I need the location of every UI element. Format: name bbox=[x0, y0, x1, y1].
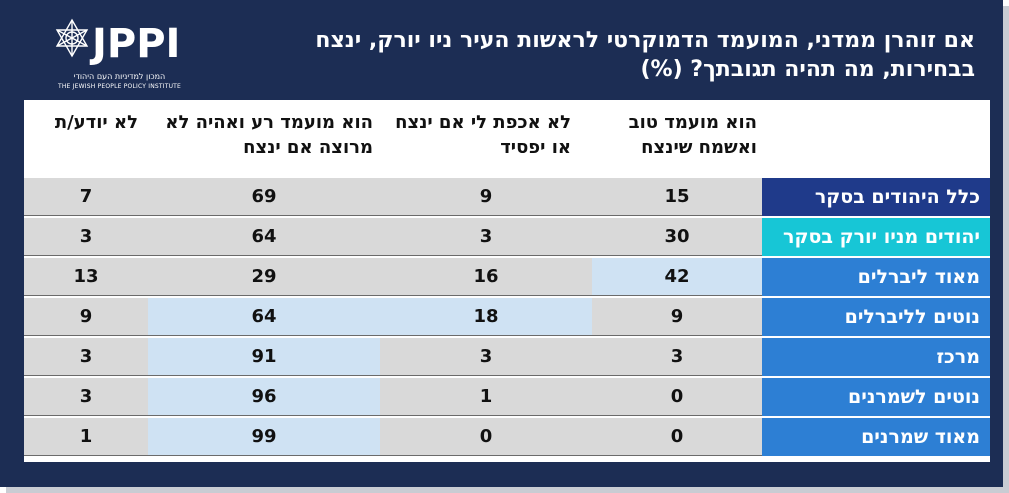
column-header-good-candidate: הוא מועמד טוב ואשמח שינצח bbox=[628, 112, 757, 158]
table-cell: 3 bbox=[24, 218, 148, 256]
table-cell: 30 bbox=[592, 218, 762, 256]
table-cell: 3 bbox=[380, 338, 592, 376]
column-header-dont-care: לא אכפת לי אם ינצח או יפסיד bbox=[395, 112, 571, 158]
table-cell: 96 bbox=[148, 378, 380, 416]
table-cell: 3 bbox=[592, 338, 762, 376]
table-cell: 91 bbox=[148, 338, 380, 376]
table-cell: 9 bbox=[592, 298, 762, 336]
row-label: יהודים מניו יורק בסקר bbox=[762, 218, 990, 256]
jppi-star-logo-icon bbox=[55, 18, 89, 58]
row-label: מאוד ליברלים bbox=[762, 258, 990, 296]
row-label: כלל היהודים בסקר bbox=[762, 178, 990, 216]
table-cell: 29 bbox=[148, 258, 380, 296]
table-cell: 64 bbox=[148, 298, 380, 336]
table-cell: 3 bbox=[24, 338, 148, 376]
table-cell: 16 bbox=[380, 258, 592, 296]
table-cell: 9 bbox=[24, 298, 148, 336]
table-cell: 99 bbox=[148, 418, 380, 456]
table-cell: 69 bbox=[148, 178, 380, 216]
table-cell: 0 bbox=[592, 418, 762, 456]
row-label: נוטים לשמרנים bbox=[762, 378, 990, 416]
table-cell: 3 bbox=[380, 218, 592, 256]
column-header-dont-know: לא יודע/ת bbox=[54, 112, 138, 133]
slide-shadow-bottom bbox=[6, 487, 1009, 493]
column-header-bad-candidate: הוא מועמד רע ואהיה לא מרוצה אם ינצח bbox=[165, 112, 373, 158]
table-cell: 7 bbox=[24, 178, 148, 216]
logo-tagline-hebrew: המכון למדיניות העם היהודי bbox=[73, 72, 166, 81]
logo-tagline-english: THE JEWISH PEOPLE POLICY INSTITUTE bbox=[57, 83, 182, 90]
table-cell: 9 bbox=[380, 178, 592, 216]
table-cell: 18 bbox=[380, 298, 592, 336]
page-title: אם זוהרן ממדני, המועמד הדמוקרטי לראשות ה… bbox=[315, 28, 975, 82]
table-cell: 1 bbox=[380, 378, 592, 416]
table-cell: 1 bbox=[24, 418, 148, 456]
logo-wordmark: JPPI bbox=[92, 21, 181, 67]
row-label: מאוד שמרנים bbox=[762, 418, 990, 456]
table-cell: 0 bbox=[592, 378, 762, 416]
table-cell: 13 bbox=[24, 258, 148, 296]
row-label: מרכז bbox=[762, 338, 990, 376]
table-cell: 42 bbox=[592, 258, 762, 296]
slide-shadow-right bbox=[1003, 6, 1009, 493]
table-cell: 0 bbox=[380, 418, 592, 456]
row-label: נוטים לליברלים bbox=[762, 298, 990, 336]
table-cell: 64 bbox=[148, 218, 380, 256]
table-cell: 15 bbox=[592, 178, 762, 216]
table-cell: 3 bbox=[24, 378, 148, 416]
